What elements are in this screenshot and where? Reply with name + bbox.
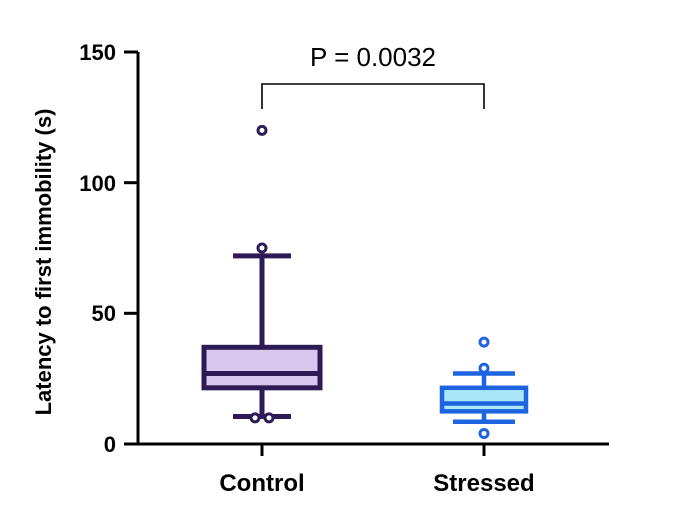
x-category-label-stressed: Stressed xyxy=(433,470,534,497)
p-value-label: P = 0.0032 xyxy=(310,42,436,72)
stressed-outlier-point xyxy=(478,362,490,374)
y-tick-label: 150 xyxy=(79,40,116,65)
y-tick-label: 100 xyxy=(79,171,116,196)
stressed-outlier-point xyxy=(478,428,490,440)
control-outlier-point xyxy=(249,412,261,424)
stressed-box xyxy=(439,385,529,414)
significance-bracket-line xyxy=(261,83,485,109)
x-category-label-control: Control xyxy=(219,470,304,497)
boxes-layer xyxy=(201,124,529,440)
control-outlier-point xyxy=(263,412,275,424)
control-outlier-point xyxy=(256,242,268,254)
y-axis-title: Latency to first immobility (s) xyxy=(31,109,56,416)
y-tick-label: 50 xyxy=(92,301,116,326)
control-box xyxy=(201,344,323,391)
significance-bracket: P = 0.0032 xyxy=(261,42,485,109)
y-tick-label: 0 xyxy=(104,432,116,457)
y-axis: 0 50 100 150 Latency to first immobility… xyxy=(31,40,140,457)
x-axis: Control Stressed xyxy=(138,442,609,497)
stressed-outlier-point xyxy=(478,336,490,348)
control-outlier-point xyxy=(256,124,268,136)
